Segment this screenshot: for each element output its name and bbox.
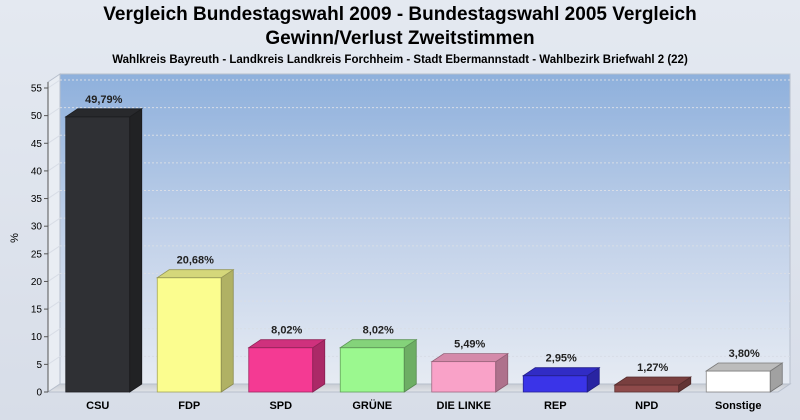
grid-line-side: [47, 328, 61, 338]
plot-side-wall: [47, 73, 61, 393]
data-label: 8,02%: [363, 325, 394, 337]
x-tick-label: SPD: [269, 400, 292, 412]
bar-top: [155, 269, 235, 279]
bar-top: [613, 376, 693, 386]
grid-line-side: [47, 355, 61, 365]
grid-line-side: [47, 134, 61, 144]
data-label: 5,49%: [454, 339, 485, 351]
bar-die-linke: [431, 361, 497, 393]
y-tick-label: 35: [31, 194, 43, 205]
y-tick-label: 25: [31, 249, 43, 260]
data-label: 1,27%: [637, 362, 668, 374]
data-label: 3,80%: [729, 348, 760, 360]
x-tick-label: DIE LINKE: [437, 400, 491, 412]
chart-subtitle: Wahlkreis Bayreuth - Landkreis Landkreis…: [112, 54, 688, 66]
grid-line-side: [47, 273, 61, 282]
grid-line-side: [47, 300, 61, 310]
x-tick-label: REP: [544, 400, 567, 412]
grid-line-side: [47, 79, 61, 89]
bar-side: [312, 338, 326, 393]
data-label: 49,79%: [85, 94, 123, 106]
y-tick-label: 10: [31, 332, 43, 343]
bar-sonstige: [705, 370, 771, 393]
x-tick-label: CSU: [86, 400, 109, 412]
bar-grüne: [339, 347, 405, 393]
y-tick-label: 40: [31, 166, 43, 177]
chart-title: Vergleich Bundestagswahl 2009 - Bundesta…: [103, 4, 697, 25]
bar-top: [247, 339, 327, 349]
bar-side: [220, 268, 234, 393]
bar-top: [64, 108, 144, 118]
grid-line-side: [47, 190, 61, 199]
x-tick-label: NPD: [635, 400, 658, 412]
data-label: 20,68%: [177, 255, 215, 267]
grid-line-side: [47, 107, 61, 117]
grid-line-side: [47, 162, 61, 172]
bar-top: [704, 362, 784, 372]
y-tick-label: 45: [31, 139, 43, 150]
bar-side: [403, 338, 417, 393]
bar-npd: [614, 384, 680, 393]
y-tick-label: 15: [31, 305, 43, 316]
bar-rep: [522, 375, 588, 393]
y-tick-label: 5: [36, 360, 42, 371]
y-tick-label: 0: [36, 388, 42, 399]
bar-top: [521, 367, 601, 377]
bar-csu: [65, 116, 131, 393]
y-tick-label: 20: [31, 277, 43, 288]
bar-top: [338, 339, 418, 349]
x-tick-label: FDP: [178, 400, 200, 412]
y-tick-label: 50: [31, 111, 43, 122]
y-tick-label: 30: [31, 222, 43, 233]
y-axis-label: %: [9, 233, 21, 243]
grid-line-side: [47, 245, 61, 255]
x-tick-label: GRÜNE: [352, 399, 392, 412]
y-tick-label: 55: [31, 84, 43, 95]
bar-side: [129, 108, 143, 393]
bar-top: [430, 353, 510, 363]
bar-spd: [248, 347, 314, 393]
grid-line-side: [47, 217, 61, 227]
chart-title-line2: Gewinn/Verlust Zweitstimmen: [265, 28, 535, 49]
data-label: 2,95%: [546, 353, 577, 365]
bar-fdp: [156, 277, 222, 393]
data-label: 8,02%: [271, 325, 302, 337]
x-tick-label: Sonstige: [715, 400, 761, 412]
